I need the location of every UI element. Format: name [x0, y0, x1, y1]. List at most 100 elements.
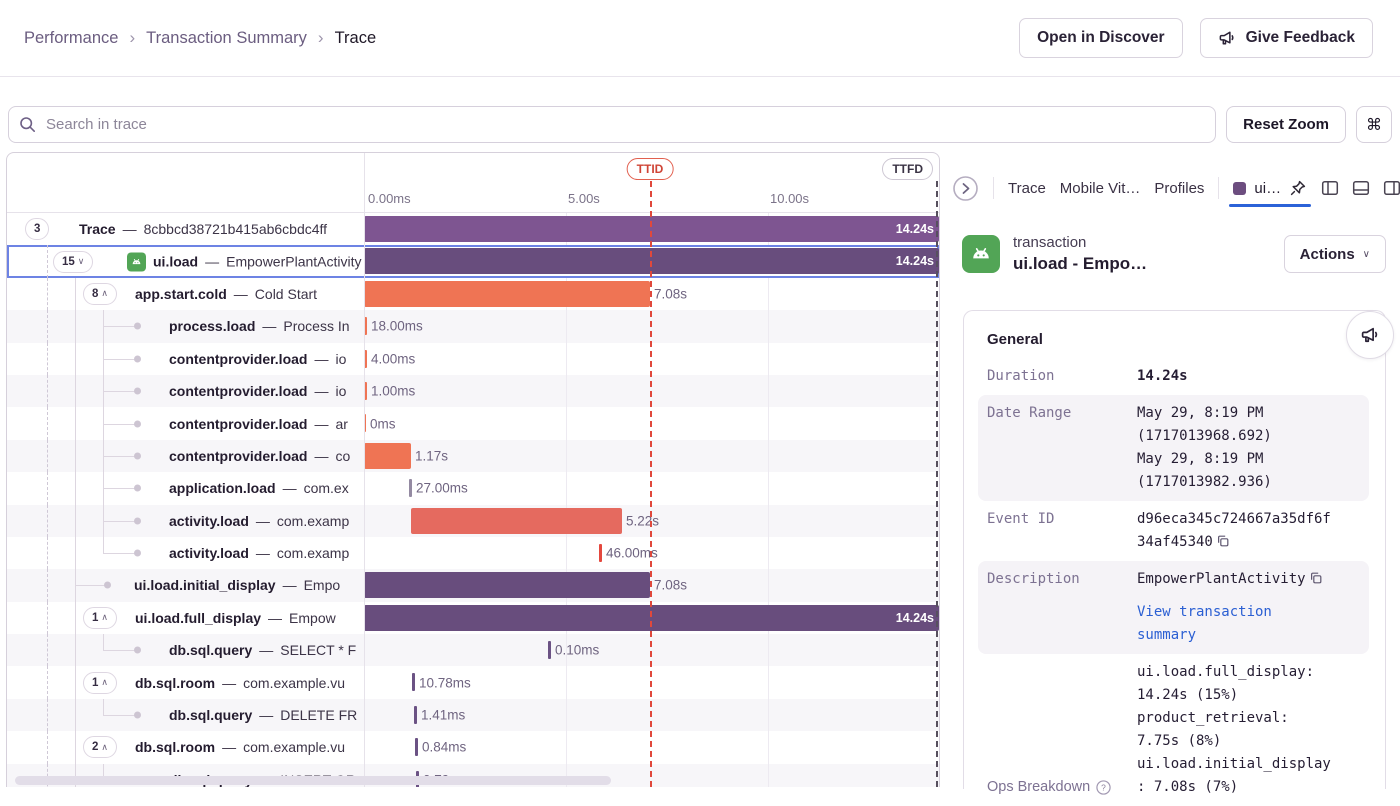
span-label[interactable]: application.load—com.ex	[169, 480, 349, 496]
span-bar[interactable]	[364, 443, 411, 469]
span-row[interactable]: 15∨ ui.load—EmpowerPlantActivity14.24s	[7, 245, 939, 277]
span-bar[interactable]	[548, 641, 551, 659]
layout-right-panel-icon[interactable]	[1383, 179, 1400, 197]
span-row-timeline[interactable]: 14.24s	[364, 602, 939, 634]
span-bar[interactable]	[599, 544, 602, 562]
tab-mobile-vitals[interactable]: Mobile Vit…	[1060, 180, 1141, 197]
span-row-timeline[interactable]: 14.24s	[364, 213, 939, 245]
span-row[interactable]: db.sql.query—DELETE FR1.41ms	[7, 699, 939, 731]
span-row-left[interactable]: 3 Trace—8cbbcd38721b415ab6cbdc4ff	[7, 213, 364, 245]
span-row-left[interactable]: activity.load—com.examp	[7, 537, 364, 569]
child-count-pill[interactable]: 1∧	[83, 672, 117, 694]
span-row[interactable]: activity.load—com.examp 46.00ms	[7, 537, 939, 569]
span-row-timeline[interactable]: 18.00ms	[364, 310, 939, 342]
span-row-left[interactable]: db.sql.query—SELECT * F	[7, 634, 364, 666]
span-row-left[interactable]: contentprovider.load—co	[7, 440, 364, 472]
span-label[interactable]: activity.load—com.examp	[169, 545, 349, 561]
span-label[interactable]: ui.load.full_display—Empow	[135, 610, 336, 626]
feedback-float-button[interactable]	[1346, 311, 1394, 359]
span-row[interactable]: contentprovider.load—io4.00ms	[7, 343, 939, 375]
tab-profiles[interactable]: Profiles	[1154, 180, 1204, 197]
span-row[interactable]: ui.load.initial_display—Empo 7.08s	[7, 569, 939, 601]
span-bar[interactable]: 14.24s	[364, 248, 939, 274]
span-row[interactable]: 8∧ app.start.cold—Cold Start 7.08s	[7, 278, 939, 310]
span-row-left[interactable]: 15∨ ui.load—EmpowerPlantActivity	[7, 245, 364, 277]
search-box[interactable]	[8, 106, 1216, 143]
ttfd-badge[interactable]: TTFD	[882, 158, 933, 180]
span-row-left[interactable]: db.sql.query—DELETE FR	[7, 699, 364, 731]
span-label[interactable]: process.load—Process In	[169, 318, 350, 334]
span-row-left[interactable]: 8∧ app.start.cold—Cold Start	[7, 278, 364, 310]
span-row[interactable]: contentprovider.load—co 1.17s	[7, 440, 939, 472]
layout-left-panel-icon[interactable]	[1321, 179, 1339, 197]
span-row[interactable]: db.sql.query—SELECT * F0.10ms	[7, 634, 939, 666]
tab-ui-load-active[interactable]: ui…	[1233, 179, 1307, 197]
ttid-badge[interactable]: TTID	[627, 158, 674, 180]
span-bar[interactable]	[411, 508, 622, 534]
span-row-timeline[interactable]: 1.41ms	[364, 699, 939, 731]
expand-drawer-chevron-icon[interactable]	[952, 175, 979, 202]
pin-icon[interactable]	[1289, 179, 1307, 197]
copy-icon[interactable]	[1309, 571, 1323, 585]
span-row-left[interactable]: contentprovider.load—io	[7, 343, 364, 375]
child-count-pill[interactable]: 1∧	[83, 607, 117, 629]
span-label[interactable]: ui.load—EmpowerPlantActivity	[127, 252, 362, 271]
span-row[interactable]: process.load—Process In 18.00ms	[7, 310, 939, 342]
span-row-left[interactable]: 1∧db.sql.room—com.example.vu	[7, 666, 364, 698]
child-count-pill[interactable]: 8∧	[83, 283, 117, 305]
span-row-timeline[interactable]: 1.00ms	[364, 375, 939, 407]
tab-trace[interactable]: Trace	[1008, 180, 1046, 197]
command-shortcut-button[interactable]: ⌘	[1356, 106, 1392, 143]
span-row-timeline[interactable]: 0ms	[364, 407, 939, 439]
span-bar[interactable]	[412, 673, 415, 691]
span-label[interactable]: ui.load.initial_display—Empo	[134, 577, 340, 593]
span-row-timeline[interactable]: 1.17s	[364, 440, 939, 472]
span-row-timeline[interactable]: 7.08s	[364, 278, 939, 310]
span-row-left[interactable]: activity.load—com.examp	[7, 505, 364, 537]
span-row-left[interactable]: contentprovider.load—ar	[7, 407, 364, 439]
span-row-left[interactable]: process.load—Process In	[7, 310, 364, 342]
span-row[interactable]: contentprovider.load—io 1.00ms	[7, 375, 939, 407]
span-label[interactable]: db.sql.room—com.example.vu	[135, 739, 345, 755]
view-transaction-summary-link[interactable]: View transaction summary	[1137, 601, 1335, 647]
open-in-discover-button[interactable]: Open in Discover	[1019, 18, 1182, 58]
span-bar[interactable]: 14.24s	[364, 605, 939, 631]
span-row[interactable]: 1∧ ui.load.full_display—Empow 14.24s	[7, 602, 939, 634]
span-bar[interactable]	[364, 281, 650, 307]
span-row-timeline[interactable]: 0.10ms	[364, 634, 939, 666]
span-row-timeline[interactable]: 10.78ms	[364, 666, 939, 698]
span-row-timeline[interactable]: 14.24s	[364, 245, 939, 277]
span-row[interactable]: application.load—com.ex27.00ms	[7, 472, 939, 504]
child-count-pill[interactable]: 15∨	[53, 251, 93, 273]
span-row[interactable]: contentprovider.load—ar 0ms	[7, 407, 939, 439]
horizontal-scrollbar[interactable]	[15, 776, 611, 785]
span-row[interactable]: 1∧db.sql.room—com.example.vu10.78ms	[7, 666, 939, 698]
span-bar[interactable]	[409, 479, 412, 497]
span-bar[interactable]	[364, 572, 650, 598]
span-label[interactable]: contentprovider.load—io	[169, 383, 346, 399]
span-row-timeline[interactable]: 7.08s	[364, 569, 939, 601]
span-bar[interactable]	[414, 706, 417, 724]
span-row[interactable]: activity.load—com.examp 5.22s	[7, 505, 939, 537]
span-bar[interactable]	[415, 738, 418, 756]
copy-icon[interactable]	[1216, 534, 1230, 548]
give-feedback-button[interactable]: Give Feedback	[1200, 18, 1373, 58]
span-label[interactable]: activity.load—com.examp	[169, 513, 349, 529]
span-label[interactable]: contentprovider.load—ar	[169, 416, 348, 432]
span-row-timeline[interactable]: 46.00ms	[364, 537, 939, 569]
span-row[interactable]: 2∧ db.sql.room—com.example.vu 0.84ms	[7, 731, 939, 763]
span-row-left[interactable]: 1∧ ui.load.full_display—Empow	[7, 602, 364, 634]
span-row-timeline[interactable]: 4.00ms	[364, 343, 939, 375]
span-label[interactable]: contentprovider.load—co	[169, 448, 350, 464]
child-count-pill[interactable]: 2∧	[83, 736, 117, 758]
span-row-timeline[interactable]: 0.84ms	[364, 731, 939, 763]
help-icon[interactable]: ?	[1096, 780, 1111, 795]
span-label[interactable]: app.start.cold—Cold Start	[135, 286, 317, 302]
breadcrumb-performance[interactable]: Performance	[24, 29, 118, 48]
span-bar[interactable]: 14.24s	[364, 216, 939, 242]
span-row-left[interactable]: 2∧ db.sql.room—com.example.vu	[7, 731, 364, 763]
child-count-pill[interactable]: 3	[25, 218, 49, 240]
span-label[interactable]: Trace—8cbbcd38721b415ab6cbdc4ff	[79, 221, 327, 237]
actions-button[interactable]: Actions ∨	[1284, 235, 1386, 273]
span-row-timeline[interactable]: 5.22s	[364, 505, 939, 537]
